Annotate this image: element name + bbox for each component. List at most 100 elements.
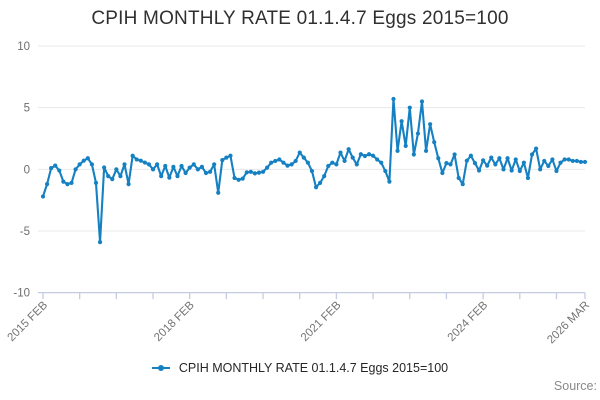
data-point	[501, 167, 506, 172]
data-point	[366, 152, 372, 157]
data-point	[358, 152, 363, 157]
data-point	[448, 162, 453, 167]
data-point	[277, 157, 282, 162]
data-point	[318, 180, 323, 185]
data-point	[334, 162, 339, 167]
data-point	[354, 162, 359, 167]
data-point	[497, 156, 502, 161]
data-point	[313, 185, 319, 190]
data-point	[562, 157, 567, 162]
y-tick-label-5: 5	[24, 103, 30, 115]
data-point	[419, 99, 425, 104]
data-point	[69, 180, 74, 185]
data-point	[106, 174, 111, 179]
data-point	[578, 159, 584, 165]
data-point	[248, 169, 253, 174]
data-point	[554, 168, 559, 174]
gridlines	[38, 45, 585, 232]
data-point	[240, 176, 245, 181]
data-point	[77, 162, 82, 167]
legend-item-eggs-series[interactable]: CPIH MONTHLY RATE 01.1.4.7 Eggs 2015=100	[151, 361, 449, 375]
x-tick-label: 2018 FEB	[152, 299, 197, 344]
data-point	[97, 239, 103, 245]
data-point	[293, 158, 298, 164]
data-point	[236, 177, 241, 182]
data-point	[110, 177, 115, 182]
y-tick-label--5: -5	[20, 226, 30, 238]
data-point	[195, 167, 200, 172]
source-note: Source:	[553, 379, 597, 393]
data-point	[476, 168, 482, 173]
data-point	[273, 158, 278, 164]
data-point	[244, 170, 249, 175]
data-point	[546, 163, 551, 169]
data-point	[322, 174, 327, 179]
data-point	[220, 157, 225, 163]
data-point	[468, 153, 473, 158]
data-point	[134, 157, 139, 162]
legend: CPIH MONTHLY RATE 01.1.4.7 Eggs 2015=100	[0, 361, 600, 375]
data-point	[330, 160, 335, 165]
data-point	[122, 162, 127, 167]
data-point	[171, 164, 176, 169]
data-point	[61, 179, 66, 184]
y-tick-label-10: 10	[17, 41, 30, 53]
y-tick-label--10: -10	[13, 288, 30, 300]
data-point	[114, 167, 119, 172]
data-point	[582, 159, 588, 165]
data-point	[529, 152, 535, 157]
series-group	[40, 96, 588, 245]
data-point	[513, 157, 518, 162]
data-point	[423, 148, 429, 153]
data-point	[489, 155, 494, 160]
data-point	[493, 162, 498, 167]
data-point	[301, 155, 306, 160]
x-tick-label: 2015 FEB	[5, 299, 50, 344]
chart-title: CPIH MONTHLY RATE 01.1.4.7 Eggs 2015=100	[91, 8, 509, 29]
x-tick-label: 2026 MAR	[545, 299, 592, 346]
data-point	[118, 174, 123, 179]
data-point	[570, 158, 575, 164]
x-tick-label: 2024 FEB	[446, 299, 491, 344]
data-point	[81, 158, 86, 163]
data-point	[175, 174, 180, 179]
data-point	[269, 160, 274, 165]
legend-label: CPIH MONTHLY RATE 01.1.4.7 Eggs 2015=100	[178, 361, 449, 375]
data-point	[212, 162, 217, 167]
data-point	[203, 170, 209, 176]
data-point	[399, 119, 404, 124]
data-point	[93, 180, 99, 185]
data-point	[146, 162, 152, 167]
data-point	[183, 170, 188, 176]
data-point	[207, 169, 213, 174]
data-point	[550, 157, 555, 162]
data-point	[411, 152, 416, 157]
y-tick-label-0: 0	[24, 164, 30, 176]
data-point	[432, 140, 437, 145]
data-point	[289, 162, 294, 167]
data-point	[265, 165, 270, 170]
data-point	[362, 153, 368, 159]
data-point	[155, 162, 160, 167]
data-point	[159, 174, 164, 179]
data-point	[370, 153, 376, 158]
data-point	[309, 168, 315, 174]
data-point	[89, 162, 94, 167]
data-point	[481, 158, 486, 163]
data-point	[285, 163, 290, 168]
data-point	[57, 168, 62, 173]
data-point	[460, 182, 465, 187]
data-point	[436, 156, 441, 161]
data-point	[391, 96, 396, 102]
data-point	[44, 182, 50, 187]
data-point	[142, 160, 147, 165]
data-point	[415, 131, 421, 136]
data-point	[167, 175, 172, 180]
data-point	[130, 153, 135, 158]
data-point	[73, 167, 78, 172]
data-point	[49, 166, 54, 171]
data-point	[232, 175, 237, 181]
data-point	[65, 182, 70, 187]
